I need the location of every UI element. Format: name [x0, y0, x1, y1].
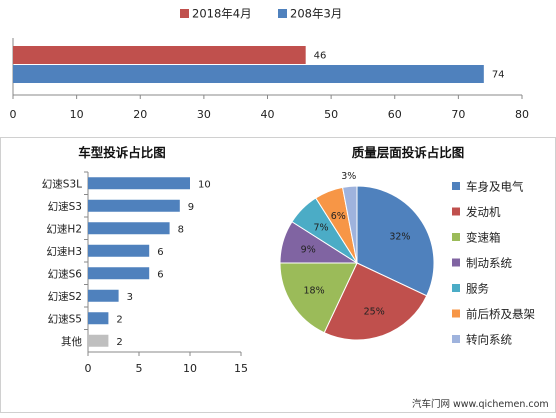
pie-labels: 32% 25% 18% 9% 7%6% 3%	[301, 171, 411, 317]
pie-value-label: 32%	[389, 231, 410, 242]
pie-slice	[323, 262, 428, 341]
top-tick-label: 30	[197, 108, 211, 121]
model-bar	[88, 289, 119, 302]
top-tick-label: 10	[70, 108, 84, 121]
pie-legend-label: 转向系统	[466, 333, 512, 347]
model-category-label: 幻速H2	[46, 222, 82, 235]
pie-legend-swatch	[452, 284, 460, 292]
model-bar	[88, 312, 109, 325]
pie-legend-swatch	[452, 233, 460, 241]
model-bar-chart: 车型投诉占比图 幻速S3L 10 幻速S3 9 幻速H2 8 幻速H3 6 幻速S6 6 幻速S2 3…	[42, 145, 248, 375]
top-tick-label: 50	[324, 108, 338, 121]
pie-value-label: 3%	[341, 171, 356, 182]
pie-legend-swatch	[452, 258, 460, 267]
model-bar-value-label: 6	[157, 247, 163, 258]
pie-legend-label: 前后桥及悬架	[466, 307, 535, 321]
pie-legend-swatch	[452, 182, 460, 190]
top-legend-swatch	[180, 9, 189, 18]
pie-value-label: 6%	[331, 211, 346, 222]
pie-slice	[356, 185, 435, 297]
model-bar	[88, 267, 150, 280]
pie-value-label: 18%	[304, 286, 325, 297]
pie-legend-label: 制动系统	[466, 256, 512, 270]
model-bar	[88, 244, 150, 257]
model-bar-value-label: 8	[178, 224, 184, 235]
pie-value-label: 9%	[301, 244, 316, 255]
top-legend: 2018年4月 208年3月	[180, 7, 342, 21]
top-legend-label: 208年3月	[290, 7, 342, 21]
model-bar-value-label: 2	[116, 337, 122, 348]
pie-legend-label: 服务	[466, 282, 489, 296]
model-bar-value-label: 6	[157, 269, 163, 280]
model-bars: 幻速S3L 10 幻速S3 9 幻速H2 8 幻速H3 6 幻速S6 6 幻速S2 3 幻速S5 2 其他 2	[42, 171, 211, 348]
top-bar	[13, 46, 306, 64]
pie-slice	[279, 262, 358, 334]
model-category-label: 幻速S3	[48, 200, 82, 213]
pie-legend-label: 发动机	[466, 205, 501, 219]
top-tick-label: 20	[133, 108, 147, 121]
top-bar-value-label: 46	[314, 51, 327, 62]
model-bar	[88, 199, 180, 212]
model-chart-title: 车型投诉占比图	[78, 145, 166, 160]
model-category-label: 其他	[61, 335, 82, 348]
model-x-ticks: 0 5 10 15	[85, 352, 248, 375]
top-tick-label: 0	[10, 108, 17, 121]
quality-pie-chart: 质量层面投诉占比图 32% 25% 18% 9% 7%6% 3% 车身及电气发动机变速箱制…	[279, 145, 535, 347]
model-bar-value-label: 10	[198, 179, 211, 190]
model-bar-value-label: 9	[188, 202, 194, 213]
pie-legend-label: 车身及电气	[466, 180, 524, 194]
model-bar	[88, 334, 109, 347]
top-x-ticks: 0 10 20 30 40 50 60 70 80	[10, 95, 529, 121]
top-tick-label: 70	[451, 108, 465, 121]
top-legend-label: 2018年4月	[192, 7, 252, 21]
model-tick-label: 5	[136, 362, 143, 375]
model-category-label: 幻速S3L	[42, 177, 82, 190]
model-category-label: 幻速H3	[46, 245, 82, 258]
top-bar-chart: 2018年4月 208年3月 46 74 0 10 20 30 40 50 60 70 80	[10, 7, 530, 122]
pie-legend-swatch	[452, 207, 460, 216]
pie-value-label: 25%	[364, 306, 385, 317]
pie-legend-swatch	[452, 309, 460, 318]
model-tick-label: 0	[85, 362, 92, 375]
pie-chart-title: 质量层面投诉占比图	[352, 145, 465, 160]
top-bars: 46 74	[13, 46, 505, 83]
model-category-label: 幻速S5	[48, 312, 82, 325]
pie-slices	[279, 185, 435, 341]
top-tick-label: 40	[261, 108, 275, 121]
model-bar	[88, 222, 170, 235]
model-tick-label: 15	[234, 362, 248, 375]
model-category-label: 幻速S2	[48, 290, 82, 303]
model-bar	[88, 177, 190, 190]
model-category-label: 幻速S6	[48, 267, 83, 280]
pie-legend-label: 变速箱	[466, 231, 501, 245]
top-bar	[13, 65, 484, 83]
model-bar-value-label: 2	[116, 314, 122, 325]
model-tick-label: 10	[183, 362, 197, 375]
pie-slice	[341, 185, 358, 264]
pie-legend-swatch	[452, 335, 460, 343]
top-legend-swatch	[278, 9, 287, 18]
top-bar-value-label: 74	[492, 70, 505, 81]
top-tick-label: 60	[388, 108, 402, 121]
footer-watermark: 汽车门网 www.qichemen.com	[412, 399, 549, 410]
model-bar-value-label: 3	[127, 292, 133, 303]
pie-value-label: 7%	[314, 223, 329, 234]
top-tick-label: 80	[515, 108, 529, 121]
